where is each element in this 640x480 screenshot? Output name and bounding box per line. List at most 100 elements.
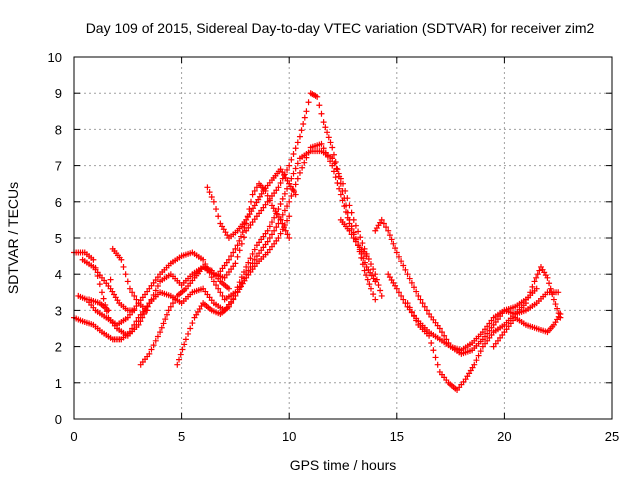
data-point — [279, 220, 286, 227]
data-point — [436, 325, 443, 332]
data-point — [266, 197, 273, 204]
data-point — [441, 332, 448, 339]
data-point — [160, 320, 167, 327]
data-point — [245, 259, 252, 266]
data-point — [294, 139, 301, 146]
data-point — [253, 184, 260, 191]
x-tick-label: 25 — [605, 429, 619, 444]
series-sat-n — [490, 311, 564, 350]
data-point — [228, 300, 235, 307]
data-point — [230, 249, 237, 256]
data-point — [154, 333, 161, 340]
data-point — [324, 153, 331, 160]
data-point — [213, 282, 220, 289]
data-point — [131, 292, 138, 299]
data-point — [286, 213, 293, 220]
data-point — [243, 220, 250, 227]
series-sat-l — [385, 271, 562, 354]
data-point — [292, 165, 299, 172]
data-point — [343, 208, 350, 215]
data-point — [316, 102, 323, 109]
data-point — [332, 174, 339, 181]
data-point — [268, 231, 275, 238]
data-point — [148, 346, 155, 353]
data-point — [428, 339, 435, 346]
data-point — [402, 266, 409, 273]
data-point — [318, 110, 325, 117]
data-point — [419, 300, 426, 307]
grid — [74, 57, 612, 419]
series-sat-e — [86, 245, 151, 314]
data-point — [236, 247, 243, 254]
data-point — [359, 240, 366, 247]
data-point — [438, 329, 445, 336]
data-point — [417, 296, 424, 303]
data-point — [380, 220, 387, 227]
data-point — [386, 232, 393, 239]
data-point — [301, 114, 308, 121]
data-point — [344, 195, 351, 202]
data-point — [378, 216, 385, 223]
data-point — [251, 187, 258, 194]
data-point — [404, 271, 411, 278]
data-point — [204, 184, 211, 191]
data-point — [273, 224, 280, 231]
data-point — [336, 185, 343, 192]
data-point — [423, 307, 430, 314]
data-point — [210, 278, 217, 285]
data-point — [288, 193, 295, 200]
data-point — [400, 262, 407, 269]
data-point — [241, 234, 248, 241]
series-sat-d — [79, 256, 138, 314]
data-point — [346, 220, 353, 227]
data-point — [126, 329, 133, 336]
axis-ticks: 0 5 10 15 20 25 0 1 2 3 4 5 6 7 8 9 10 — [48, 50, 620, 444]
data-point — [339, 197, 346, 204]
data-point — [296, 169, 303, 176]
data-point — [281, 207, 288, 214]
data-point — [355, 242, 362, 249]
data-point — [133, 296, 140, 303]
data-point — [232, 292, 239, 299]
data-point — [314, 93, 321, 100]
data-point — [244, 213, 251, 220]
data-point — [122, 271, 129, 278]
data-point — [555, 289, 562, 296]
data-point — [322, 149, 329, 156]
data-point — [373, 276, 380, 283]
data-point — [415, 292, 422, 299]
data-point — [107, 276, 114, 283]
data-point — [367, 285, 374, 292]
y-tick-label: 8 — [55, 122, 62, 137]
data-point — [90, 256, 97, 263]
data-point — [230, 296, 237, 303]
chart-title: Day 109 of 2015, Sidereal Day-to-day VTE… — [86, 20, 595, 36]
data-point — [372, 271, 379, 278]
data-point — [232, 245, 239, 252]
data-point — [322, 124, 329, 131]
data-point — [356, 248, 363, 255]
data-point — [320, 145, 327, 152]
data-point — [264, 227, 271, 234]
data-point — [234, 242, 241, 249]
y-tick-label: 10 — [48, 50, 62, 65]
x-tick-label: 15 — [390, 429, 404, 444]
data-point — [370, 266, 377, 273]
data-point — [408, 279, 415, 286]
data-point — [296, 133, 303, 140]
data-point — [266, 223, 273, 230]
data-point — [390, 240, 397, 247]
data-point — [133, 318, 140, 325]
data-point — [228, 253, 235, 260]
data-point — [251, 246, 258, 253]
data-point — [393, 285, 400, 292]
data-point — [372, 296, 379, 303]
data-point — [225, 285, 232, 292]
data-point — [284, 185, 291, 192]
data-point — [529, 283, 536, 290]
data-point — [325, 134, 332, 141]
data-point — [282, 227, 289, 234]
data-point — [400, 296, 407, 303]
y-tick-label: 4 — [55, 267, 62, 282]
